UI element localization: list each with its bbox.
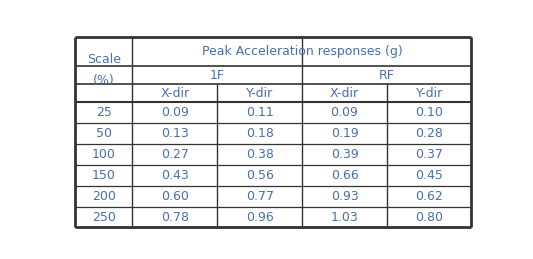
Text: 0.10: 0.10 [415,106,443,119]
Text: Y-dir: Y-dir [416,87,443,100]
Text: 0.18: 0.18 [246,127,273,140]
Text: 0.09: 0.09 [161,106,189,119]
Text: 0.96: 0.96 [246,211,273,224]
Text: 0.43: 0.43 [161,169,189,182]
Text: 0.78: 0.78 [161,211,189,224]
Text: 150: 150 [92,169,116,182]
Text: 0.38: 0.38 [246,148,273,161]
Text: RF: RF [379,69,395,82]
Text: 0.56: 0.56 [246,169,273,182]
Text: 1.03: 1.03 [330,211,358,224]
Text: X-dir: X-dir [330,87,359,100]
Text: Scale
(%): Scale (%) [87,53,120,87]
Text: 0.60: 0.60 [161,190,189,203]
Text: 0.37: 0.37 [415,148,443,161]
Text: 200: 200 [92,190,116,203]
Text: 25: 25 [96,106,111,119]
Text: Y-dir: Y-dir [246,87,273,100]
Text: 0.62: 0.62 [416,190,443,203]
Text: 50: 50 [95,127,111,140]
Text: 0.28: 0.28 [415,127,443,140]
Text: X-dir: X-dir [160,87,189,100]
Text: 0.77: 0.77 [246,190,273,203]
Text: 0.11: 0.11 [246,106,273,119]
Text: 0.80: 0.80 [415,211,443,224]
Text: 0.27: 0.27 [161,148,189,161]
Text: 0.09: 0.09 [330,106,359,119]
Text: 1F: 1F [210,69,225,82]
Text: 0.93: 0.93 [330,190,358,203]
Text: 0.45: 0.45 [415,169,443,182]
Text: 100: 100 [92,148,116,161]
Text: 0.13: 0.13 [161,127,189,140]
Text: 0.66: 0.66 [330,169,358,182]
Text: 250: 250 [92,211,116,224]
Text: 0.39: 0.39 [330,148,358,161]
Text: 0.19: 0.19 [330,127,358,140]
Text: Peak Acceleration responses (g): Peak Acceleration responses (g) [201,45,402,58]
